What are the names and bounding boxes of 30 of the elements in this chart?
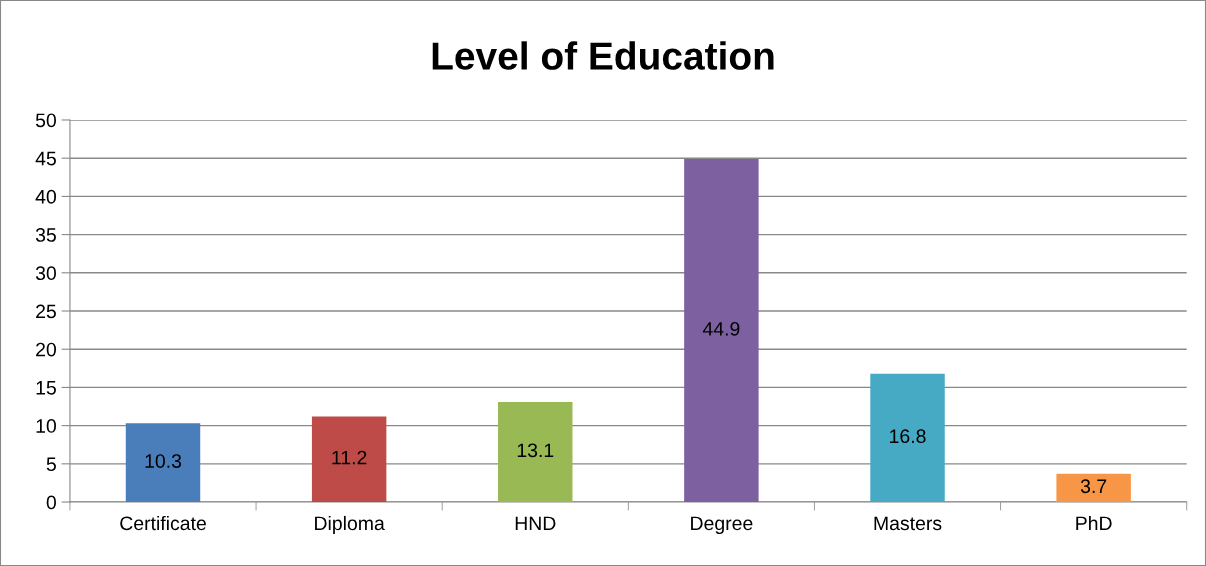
x-tick-label: Degree <box>691 516 753 535</box>
y-tick-label: 15 <box>36 381 56 395</box>
y-tick-label: 0 <box>46 495 56 510</box>
bar <box>684 158 759 503</box>
data-label: 10.3 <box>145 454 182 468</box>
x-tick-label: Masters <box>874 516 942 531</box>
bar <box>498 401 573 503</box>
y-tick-label: 10 <box>36 419 56 433</box>
y-tick-label: 30 <box>35 266 56 281</box>
data-label: 16.8 <box>890 429 926 444</box>
bar <box>311 416 387 503</box>
y-tick-label: 20 <box>36 342 56 357</box>
y-tick-label: 45 <box>35 151 56 166</box>
data-label: 13.1 <box>517 443 554 458</box>
y-tick-label: 50 <box>35 113 56 128</box>
y-tick-label: 40 <box>35 189 56 204</box>
x-tick-label: PhD <box>1076 515 1112 531</box>
y-tick-label: 25 <box>36 304 56 319</box>
bar <box>870 373 945 503</box>
data-label: 11.2 <box>332 450 367 465</box>
x-tick-label: Diploma <box>315 515 385 535</box>
x-tick-label: Certificate <box>120 515 206 531</box>
y-tick-label: 5 <box>46 457 56 472</box>
x-tick-label: HND <box>515 516 556 531</box>
data-label: 44.9 <box>702 321 740 336</box>
bar <box>1056 473 1131 503</box>
chart-title: Level of Education <box>432 41 774 70</box>
bar <box>125 423 201 503</box>
data-label: 3.7 <box>1080 479 1107 494</box>
y-tick-label: 35 <box>35 228 56 242</box>
